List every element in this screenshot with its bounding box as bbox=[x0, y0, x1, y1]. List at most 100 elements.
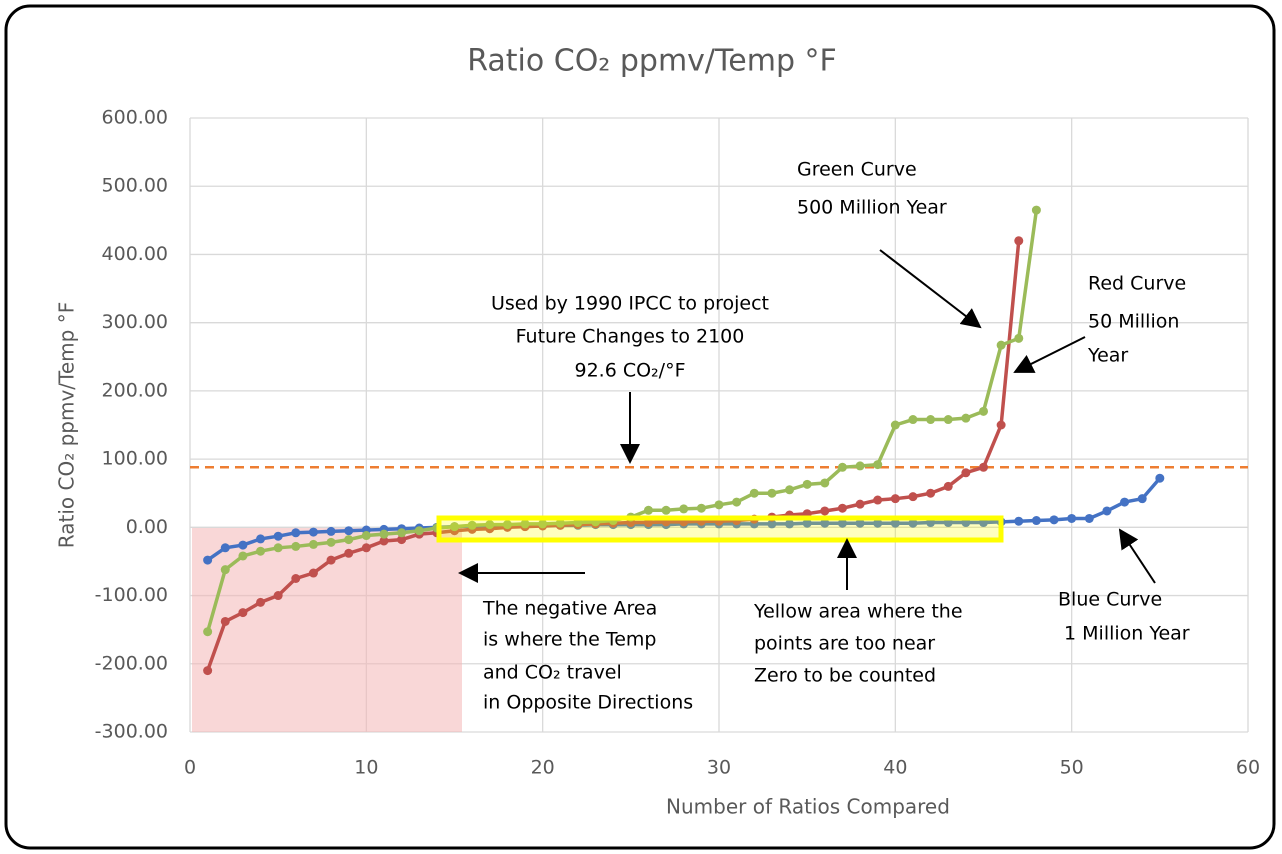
point bbox=[943, 415, 953, 425]
point bbox=[1014, 516, 1024, 526]
x-tick-label: 50 bbox=[1060, 757, 1084, 779]
point bbox=[767, 519, 777, 529]
annotation: Future Changes to 2100 bbox=[516, 326, 745, 348]
y-tick-label: 400.00 bbox=[102, 243, 168, 265]
point bbox=[855, 499, 865, 509]
point bbox=[1137, 494, 1147, 504]
point bbox=[308, 527, 318, 537]
point bbox=[414, 526, 424, 536]
point bbox=[802, 518, 812, 528]
point bbox=[450, 522, 459, 532]
x-axis-label: Number of Ratios Compared bbox=[666, 795, 950, 819]
point bbox=[326, 526, 336, 536]
point bbox=[485, 520, 495, 530]
point bbox=[890, 494, 900, 504]
annotation: and CO₂ travel bbox=[483, 662, 622, 684]
x-tick-label: 60 bbox=[1236, 757, 1260, 779]
point bbox=[1155, 473, 1165, 483]
point bbox=[220, 616, 230, 626]
y-tick-label: 300.00 bbox=[102, 311, 168, 333]
annotation: Green Curve bbox=[797, 159, 917, 181]
point bbox=[979, 462, 988, 472]
point bbox=[696, 503, 706, 513]
point bbox=[732, 497, 742, 507]
point bbox=[837, 518, 847, 528]
x-tick-label: 20 bbox=[531, 757, 555, 779]
annotation: 500 Million Year bbox=[797, 197, 947, 219]
point bbox=[256, 534, 266, 544]
annotation: Red Curve bbox=[1088, 273, 1186, 295]
point bbox=[467, 520, 477, 530]
point bbox=[961, 413, 971, 423]
y-tick-label: -200.00 bbox=[95, 652, 168, 674]
point bbox=[397, 528, 407, 538]
point bbox=[273, 543, 283, 553]
point bbox=[855, 461, 865, 471]
point bbox=[1067, 513, 1077, 523]
arrow bbox=[879, 249, 982, 329]
annotation: Year bbox=[1087, 345, 1128, 367]
point bbox=[520, 519, 530, 529]
arrows bbox=[458, 249, 1156, 590]
point bbox=[1031, 516, 1041, 526]
point bbox=[220, 565, 230, 575]
point bbox=[873, 518, 883, 528]
point bbox=[308, 568, 318, 578]
point bbox=[273, 531, 283, 541]
point bbox=[1120, 497, 1130, 507]
point bbox=[238, 540, 248, 550]
x-tick-label: 40 bbox=[883, 757, 907, 779]
point bbox=[926, 488, 936, 498]
point bbox=[238, 608, 248, 618]
x-tick-label: 30 bbox=[707, 757, 731, 779]
yellow-area bbox=[436, 515, 1004, 543]
point bbox=[238, 551, 248, 561]
point bbox=[873, 495, 883, 505]
annotation: Yellow area where the bbox=[753, 601, 963, 623]
y-tick-label: 500.00 bbox=[102, 175, 168, 197]
point bbox=[326, 555, 336, 565]
point bbox=[714, 500, 724, 510]
annotations: Green Curve 500 Million Year Red Curve 50 M… bbox=[482, 159, 1190, 714]
point bbox=[979, 406, 988, 416]
point bbox=[308, 539, 318, 549]
y-axis-label: Ratio CO₂ ppmv/Temp °F bbox=[55, 302, 79, 548]
point bbox=[1084, 513, 1094, 523]
point bbox=[361, 531, 371, 541]
annotation: 50 Million bbox=[1088, 311, 1179, 333]
point bbox=[908, 492, 918, 502]
point bbox=[344, 548, 354, 558]
arrow bbox=[1013, 336, 1086, 373]
point bbox=[220, 543, 230, 553]
point bbox=[890, 420, 900, 430]
point bbox=[379, 536, 389, 546]
chart-title: Ratio CO₂ ppmv/Temp °F bbox=[467, 44, 837, 79]
annotation: Blue Curve bbox=[1058, 589, 1162, 611]
yellow-area-fill bbox=[439, 518, 1001, 540]
point bbox=[555, 518, 565, 528]
annotation: in Opposite Directions bbox=[483, 692, 693, 714]
point bbox=[291, 541, 301, 551]
point bbox=[344, 535, 354, 545]
point bbox=[890, 518, 900, 528]
point bbox=[873, 460, 883, 470]
point bbox=[361, 543, 371, 553]
point bbox=[679, 504, 689, 514]
x-tick-label: 0 bbox=[184, 757, 196, 779]
annotation: The negative Area bbox=[482, 598, 657, 620]
point bbox=[820, 518, 830, 528]
y-tick-label: 200.00 bbox=[102, 379, 168, 401]
arrow bbox=[1118, 528, 1156, 584]
point bbox=[256, 597, 266, 607]
point bbox=[749, 488, 759, 498]
y-tick-label: 100.00 bbox=[102, 448, 168, 470]
point bbox=[855, 518, 865, 528]
point bbox=[996, 420, 1006, 430]
point bbox=[379, 529, 389, 539]
point bbox=[996, 340, 1006, 350]
point bbox=[908, 415, 918, 425]
point bbox=[203, 666, 213, 676]
point bbox=[291, 528, 301, 538]
point bbox=[203, 555, 213, 565]
point bbox=[1102, 506, 1112, 516]
